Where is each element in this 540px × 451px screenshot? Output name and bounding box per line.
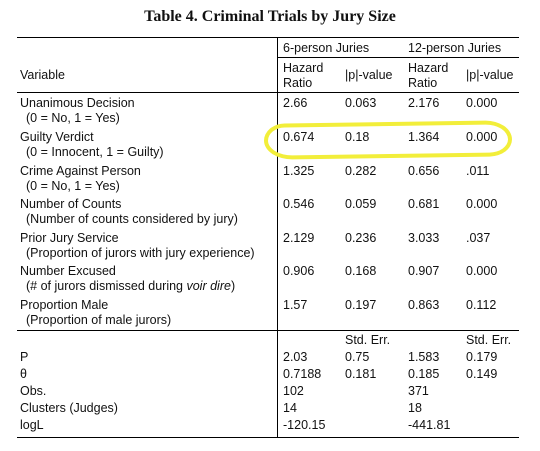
table-cell: 0.906 <box>283 264 315 278</box>
hr-header-6-l2: Ratio <box>283 76 313 90</box>
table-cell: 0.907 <box>408 264 440 278</box>
row-label: Crime Against Person <box>20 164 141 178</box>
row-label: Number of Counts <box>20 197 122 211</box>
table-cell: 0.000 <box>466 264 498 278</box>
table-cell: 0.185 <box>408 367 440 381</box>
row-label: Proportion Male <box>20 298 109 312</box>
group-rule <box>277 57 519 58</box>
table-cell: 0.674 <box>283 130 315 144</box>
table-cell: 0.063 <box>345 96 377 110</box>
row-label: Guilty Verdict <box>20 130 94 144</box>
table-cell: 0.863 <box>408 298 440 312</box>
table-cell: 0.179 <box>466 350 498 364</box>
table-cell: 0.18 <box>345 130 370 144</box>
table-cell: 18 <box>408 401 422 415</box>
group-header-12: 12-person Juries <box>408 41 502 55</box>
bottom-rule <box>17 437 519 438</box>
row-sublabel: (Proportion of jurors with jury experien… <box>26 246 255 260</box>
row-sublabel: (# of jurors dismissed during voir dire) <box>26 279 235 294</box>
table-cell: 0.282 <box>345 164 377 178</box>
group-header-6: 6-person Juries <box>283 41 370 55</box>
table-cell: 1.325 <box>283 164 315 178</box>
table-cell: 2.176 <box>408 96 440 110</box>
table-cell: 0.168 <box>345 264 377 278</box>
stat-label: θ <box>20 367 27 381</box>
row-sublabel: (Number of counts considered by jury) <box>26 212 238 226</box>
table-cell: 1.57 <box>283 298 308 312</box>
row-label: Number Excused <box>20 264 116 278</box>
table-cell: 0.546 <box>283 197 315 211</box>
stat-label: Obs. <box>20 384 47 398</box>
pval-header-12: |p|-value <box>466 68 514 82</box>
sublabel-text: ) <box>230 279 236 293</box>
row-label: Prior Jury Service <box>20 231 119 245</box>
table-cell: 1.364 <box>408 130 440 144</box>
table-cell: 0.112 <box>466 298 497 312</box>
stat-label: Clusters (Judges) <box>20 401 118 415</box>
top-rule <box>17 37 519 38</box>
table-cell: 3.033 <box>408 231 440 245</box>
row-sublabel: (0 = Innocent, 1 = Guilty) <box>26 145 164 159</box>
row-sublabel: (0 = No, 1 = Yes) <box>26 111 120 125</box>
table-cell: 0.75 <box>345 350 370 364</box>
header-rule <box>17 92 519 93</box>
table-cell: -441.81 <box>408 418 451 432</box>
table-cell: 0.236 <box>345 231 377 245</box>
stat-label: P <box>20 350 29 364</box>
stat-label: logL <box>20 418 44 432</box>
table-cell: -120.15 <box>283 418 326 432</box>
pval-header-6: |p|-value <box>345 68 393 82</box>
section-rule <box>17 330 519 331</box>
table-cell: 14 <box>283 401 297 415</box>
table-cell: 1.583 <box>408 350 440 364</box>
hr-header-6-l1: Hazard <box>283 61 324 75</box>
table-cell: 2.03 <box>283 350 308 364</box>
table-cell: 371 <box>408 384 429 398</box>
stderr-header-12: Std. Err. <box>466 333 512 347</box>
sublabel-text: (# of jurors dismissed during <box>26 279 187 293</box>
column-divider <box>277 37 278 438</box>
table-cell: .037 <box>466 231 491 245</box>
stderr-header-6: Std. Err. <box>345 333 391 347</box>
hr-header-12-l1: Hazard <box>408 61 449 75</box>
row-sublabel: (0 = No, 1 = Yes) <box>26 179 120 193</box>
table-cell: 0.681 <box>408 197 440 211</box>
row-label: Unanimous Decision <box>20 96 135 110</box>
table-cell: 0.000 <box>466 130 498 144</box>
table-cell: 0.000 <box>466 197 498 211</box>
table-cell: 0.059 <box>345 197 377 211</box>
sublabel-emphasis: voir dire <box>186 279 231 293</box>
table-cell: 2.66 <box>283 96 308 110</box>
table-title: Table 4. Criminal Trials by Jury Size <box>144 8 396 25</box>
table-cell: .011 <box>466 164 490 178</box>
table-cell: 102 <box>283 384 304 398</box>
row-sublabel: (Proportion of male jurors) <box>26 313 172 327</box>
hr-header-12-l2: Ratio <box>408 76 438 90</box>
table-cell: 0.197 <box>345 298 377 312</box>
table-cell: 0.000 <box>466 96 498 110</box>
table-cell: 0.149 <box>466 367 498 381</box>
table-cell: 0.181 <box>345 367 377 381</box>
table-cell: 2.129 <box>283 231 315 245</box>
table-cell: 0.656 <box>408 164 440 178</box>
table-cell: 0.7188 <box>283 367 322 381</box>
variable-header: Variable <box>20 68 65 82</box>
